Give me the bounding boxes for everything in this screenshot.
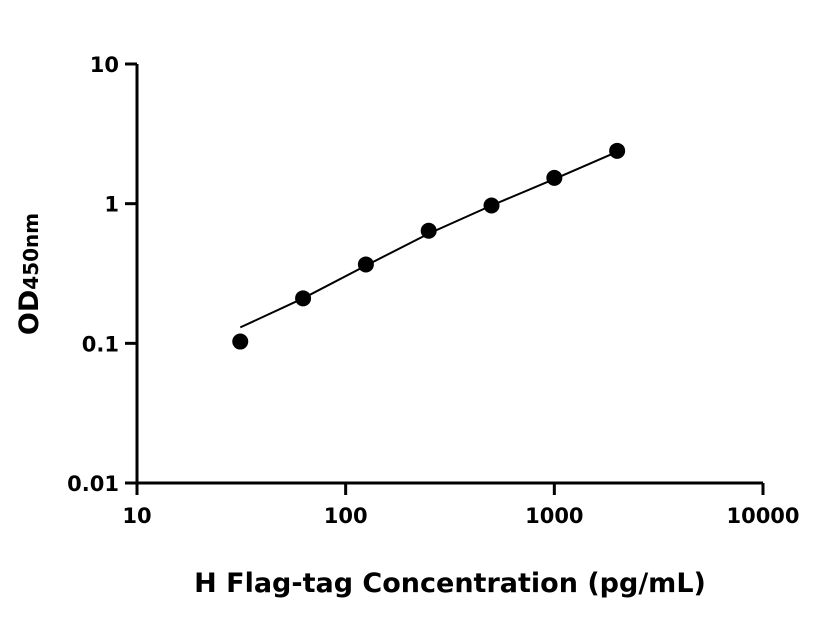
data-points [232,142,626,350]
y-axis-label-main: OD [14,290,45,335]
data-point [483,197,500,214]
y-tick-label: 1 [104,193,119,217]
x-tick-label: 10 [122,504,151,528]
data-point [546,169,563,186]
axes: 10 100 1000 10000 0.01 0.1 1 10 [67,53,799,528]
y-tick-label: 0.1 [82,332,119,356]
x-tick-label: 1000 [525,504,583,528]
y-tick-label: 0.01 [67,472,119,496]
x-tick-label: 100 [324,504,368,528]
data-point [357,256,374,273]
data-point [609,142,626,159]
x-axis-label: H Flag-tag Concentration (pg/mL) [194,568,706,599]
y-axis-label-subscript: 450nm [19,213,43,290]
data-point [420,222,437,239]
data-point [232,333,249,350]
y-axis-label: OD450nm [14,213,45,335]
x-tick-label: 10000 [726,504,799,528]
data-point [295,290,312,307]
y-tick-label: 10 [90,53,119,77]
